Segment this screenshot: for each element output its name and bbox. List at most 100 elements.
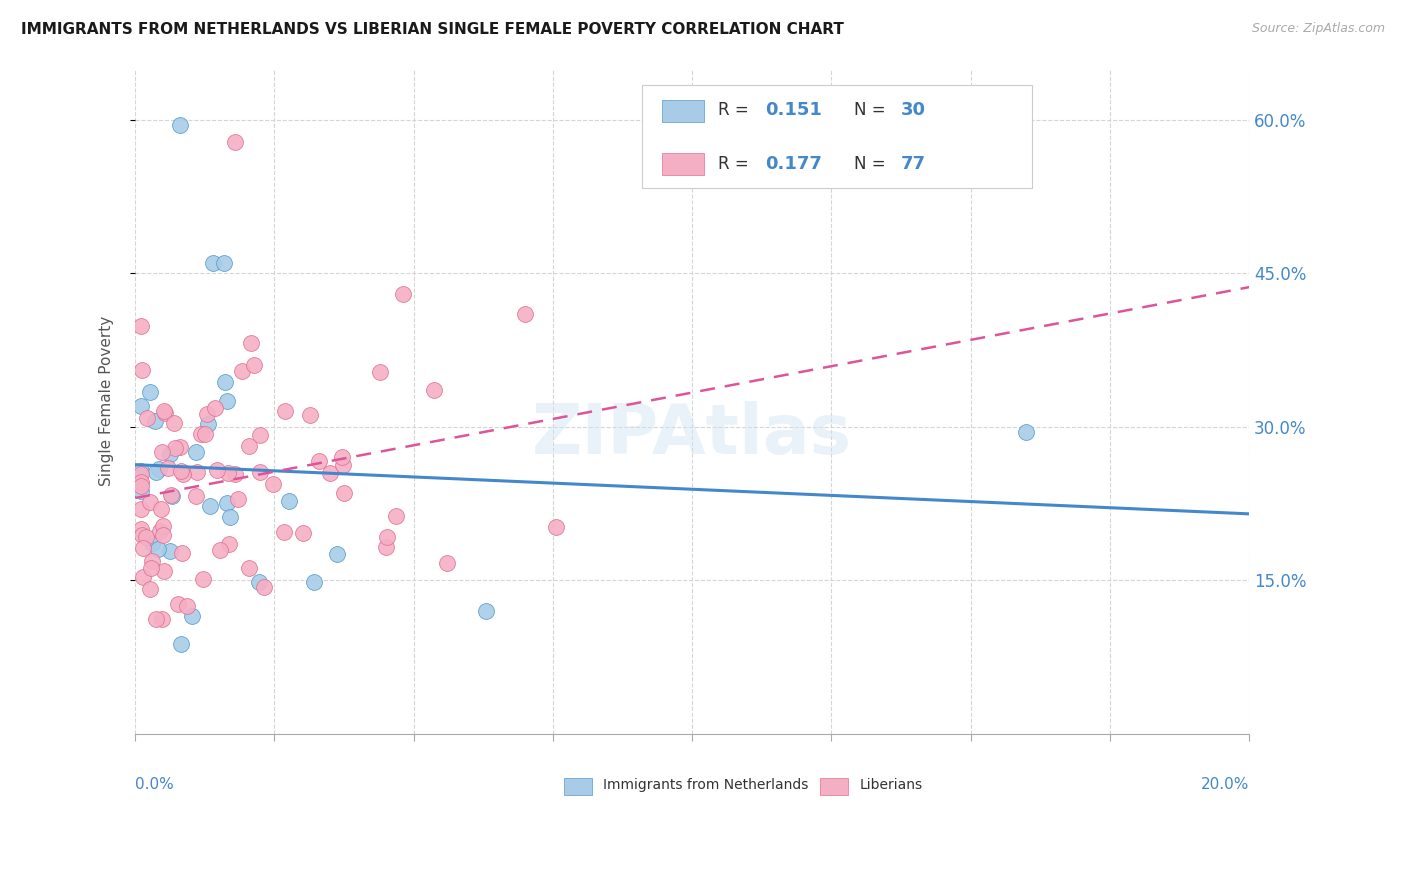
Point (193, 427, 215, 442)
Point (217, 466, 239, 480)
Text: Liberians: Liberians (859, 779, 922, 792)
Point (131, 363, 153, 377)
Point (249, 465, 271, 479)
Point (148, 462, 170, 476)
Point (135, 529, 157, 543)
Point (131, 528, 153, 542)
Point (163, 416, 186, 430)
Point (219, 510, 242, 524)
Point (139, 495, 162, 509)
Point (129, 399, 152, 413)
Point (152, 445, 174, 459)
Bar (564, 778, 592, 795)
Bar (662, 153, 704, 175)
Point (141, 553, 163, 567)
Point (215, 495, 238, 509)
Point (278, 493, 301, 508)
Point (274, 404, 297, 418)
Point (385, 509, 408, 524)
Text: 0.177: 0.177 (765, 154, 821, 173)
Point (214, 376, 236, 390)
Point (153, 406, 176, 420)
Point (186, 444, 208, 458)
Point (513, 307, 536, 321)
Point (129, 522, 152, 536)
Point (153, 564, 176, 578)
Point (139, 561, 162, 575)
Point (159, 488, 181, 502)
Point (217, 394, 239, 409)
Point (292, 525, 315, 540)
Text: 30: 30 (901, 102, 925, 120)
Point (374, 540, 396, 554)
Point (330, 450, 353, 464)
Point (240, 336, 263, 351)
Point (238, 439, 260, 453)
Point (129, 484, 152, 499)
Text: Immigrants from Netherlands: Immigrants from Netherlands (603, 779, 808, 792)
Point (202, 256, 225, 270)
Point (375, 530, 398, 544)
Point (172, 467, 194, 482)
Point (143, 414, 166, 428)
Text: N =: N = (853, 102, 890, 120)
Text: Source: ZipAtlas.com: Source: ZipAtlas.com (1251, 22, 1385, 36)
Point (218, 537, 240, 551)
Point (132, 541, 155, 556)
Point (129, 475, 152, 490)
Point (150, 612, 173, 626)
FancyBboxPatch shape (643, 85, 1032, 188)
Point (298, 408, 321, 422)
Point (169, 118, 191, 132)
Text: R =: R = (718, 154, 754, 173)
Point (145, 465, 167, 479)
Point (129, 502, 152, 516)
Point (195, 407, 218, 421)
Point (1015, 425, 1038, 439)
Point (129, 464, 152, 478)
Bar (820, 778, 848, 795)
Point (249, 428, 271, 442)
Point (326, 547, 349, 561)
Point (247, 574, 270, 589)
Point (214, 256, 236, 270)
Point (170, 464, 193, 478)
Point (135, 410, 157, 425)
Text: 20.0%: 20.0% (1201, 777, 1250, 792)
Point (231, 364, 253, 378)
Point (180, 609, 202, 624)
Text: R =: R = (718, 102, 754, 120)
Point (332, 485, 354, 500)
Point (152, 404, 174, 418)
Point (391, 286, 413, 301)
Point (332, 458, 354, 473)
Point (319, 466, 342, 480)
Point (145, 612, 167, 626)
Point (224, 467, 246, 481)
Point (152, 518, 174, 533)
Point (156, 461, 179, 475)
Point (186, 465, 208, 479)
Point (167, 598, 190, 612)
Text: IMMIGRANTS FROM NETHERLANDS VS LIBERIAN SINGLE FEMALE POVERTY CORRELATION CHART: IMMIGRANTS FROM NETHERLANDS VS LIBERIAN … (21, 22, 844, 37)
Point (149, 502, 172, 516)
Point (238, 561, 260, 575)
Point (190, 426, 212, 441)
Text: 0.0%: 0.0% (135, 777, 174, 792)
Text: N =: N = (853, 154, 890, 173)
Point (129, 467, 152, 482)
Point (224, 135, 246, 149)
Point (198, 500, 221, 514)
Point (226, 491, 249, 506)
Point (191, 572, 214, 586)
Point (163, 442, 186, 456)
Point (308, 453, 330, 467)
Point (129, 318, 152, 333)
Point (544, 519, 567, 533)
Point (132, 569, 155, 583)
Point (176, 599, 198, 614)
Point (160, 489, 183, 503)
Point (368, 365, 391, 379)
Point (197, 417, 219, 431)
Point (243, 358, 266, 372)
